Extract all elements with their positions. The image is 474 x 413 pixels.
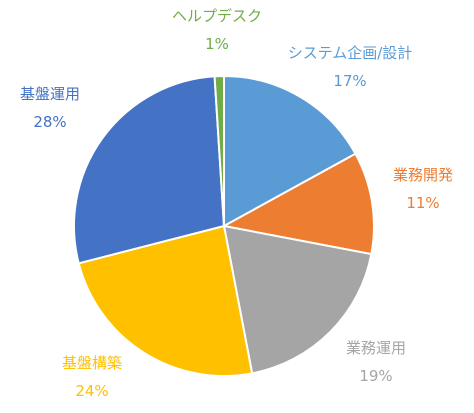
slice-percent-2: 11%: [406, 194, 439, 212]
pie-slices: [73, 75, 375, 377]
pie-slice-1: [223, 75, 357, 227]
slice-label-4: 基盤構築: [62, 354, 122, 372]
slice-label-6: ヘルプデスク: [172, 7, 262, 25]
slice-label-1: システム企画/設計: [288, 44, 413, 62]
slice-percent-4: 24%: [75, 382, 108, 400]
pie-slice-2: [223, 152, 375, 256]
pie-slice-4: [77, 225, 254, 377]
slice-percent-6: 1%: [205, 35, 229, 53]
pie-slice-3: [223, 225, 373, 375]
slice-label-3: 業務運用: [346, 339, 406, 357]
pie-slice-5: [73, 75, 225, 265]
data-labels: システム企画/設計 17% 業務開発 11% 業務運用 19% 基盤構築 24% 基盤運用 28%…: [20, 7, 453, 400]
slice-label-2: 業務開発: [393, 166, 453, 184]
slice-label-5: 基盤運用: [20, 85, 80, 103]
slice-percent-1: 17%: [333, 72, 366, 90]
slice-percent-5: 28%: [33, 113, 66, 131]
slice-percent-3: 19%: [359, 367, 392, 385]
pie-slice-6: [213, 75, 225, 227]
